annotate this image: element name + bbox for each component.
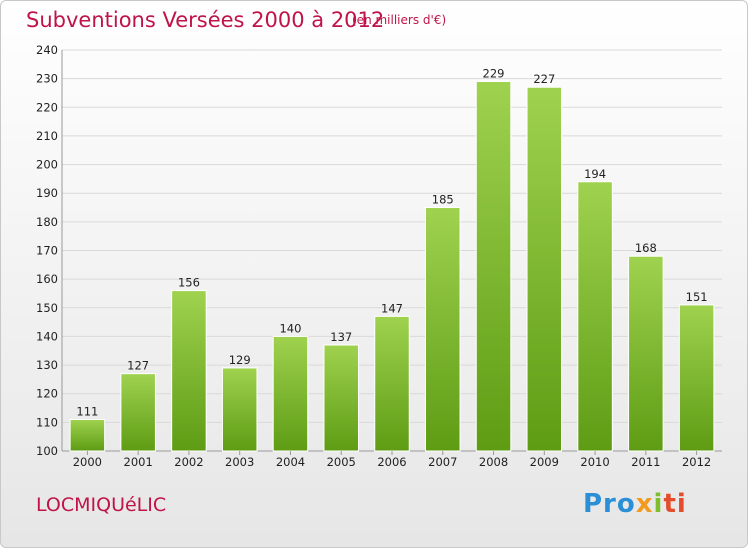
proxiti-logo: Proxiti [583,489,687,519]
y-tick-label: 100 [36,444,58,458]
bars [69,81,715,452]
x-tick-label: 2002 [174,455,203,469]
x-tick-label: 2004 [276,455,305,469]
data-label: 140 [279,321,301,335]
x-tick-label: 2000 [73,455,102,469]
data-label: 127 [127,359,149,373]
y-tick-label: 180 [36,215,58,229]
data-label: 129 [229,353,251,367]
logo-part: Pro [583,489,636,519]
x-tick-label: 2003 [225,455,254,469]
bar [323,344,359,452]
bar [374,315,410,452]
bar [171,290,207,452]
y-tick-label: 140 [36,329,58,343]
y-tick-label: 230 [36,72,58,86]
x-axis-ticks: 2000 2001 2002 2003 2004 2005 2006 2007 2008 2009… [73,451,711,469]
data-label: 156 [178,276,200,290]
x-tick-label: 2010 [580,455,609,469]
chart-subtitle: (en milliers d'€) [352,13,447,27]
y-tick-label: 240 [36,43,58,57]
data-label: 168 [635,241,657,255]
y-tick-label: 160 [36,272,58,286]
x-tick-label: 2006 [377,455,406,469]
x-tick-label: 2011 [631,455,660,469]
y-axis-ticks: 100 110 120 130 140 150 160 170 180 190 200 210 220 2… [36,43,58,458]
bar [425,207,461,452]
x-tick-label: 2007 [428,455,457,469]
data-label: 227 [533,72,555,86]
x-tick-label: 2008 [479,455,508,469]
y-tick-label: 170 [36,244,58,258]
bar [120,373,156,452]
logo-part: x [635,489,654,519]
y-tick-label: 120 [36,387,58,401]
bar [69,418,106,452]
data-label: 137 [330,330,352,344]
y-tick-label: 220 [36,100,58,114]
data-label: 185 [432,193,454,207]
y-tick-label: 110 [36,415,58,429]
y-tick-label: 210 [36,129,58,143]
data-labels: 111 127 156 129 140 137 147 185 229 227 194 168 151 [76,67,707,419]
data-label: 151 [686,290,708,304]
data-label: 147 [381,301,403,315]
x-tick-label: 2005 [327,455,356,469]
bar [678,304,715,452]
bar [577,181,613,452]
chart-title: Subventions Versées 2000 à 2012 [26,8,385,32]
data-label: 194 [584,167,606,181]
y-tick-label: 190 [36,186,58,200]
x-tick-label: 2009 [530,455,559,469]
logo-part: ti [663,489,687,519]
bar [475,81,512,452]
x-tick-label: 2001 [124,455,153,469]
y-tick-label: 200 [36,158,58,172]
x-tick-label: 2012 [682,455,711,469]
bar [628,255,664,452]
bar [526,86,563,452]
data-label: 229 [483,67,505,81]
data-label: 111 [76,404,98,418]
commune-name: LOCMIQUéLIC [36,494,167,516]
bar [221,367,258,452]
y-tick-label: 150 [36,301,58,315]
logo-part: i [653,489,664,519]
bar [272,335,309,452]
y-tick-label: 130 [36,358,58,372]
